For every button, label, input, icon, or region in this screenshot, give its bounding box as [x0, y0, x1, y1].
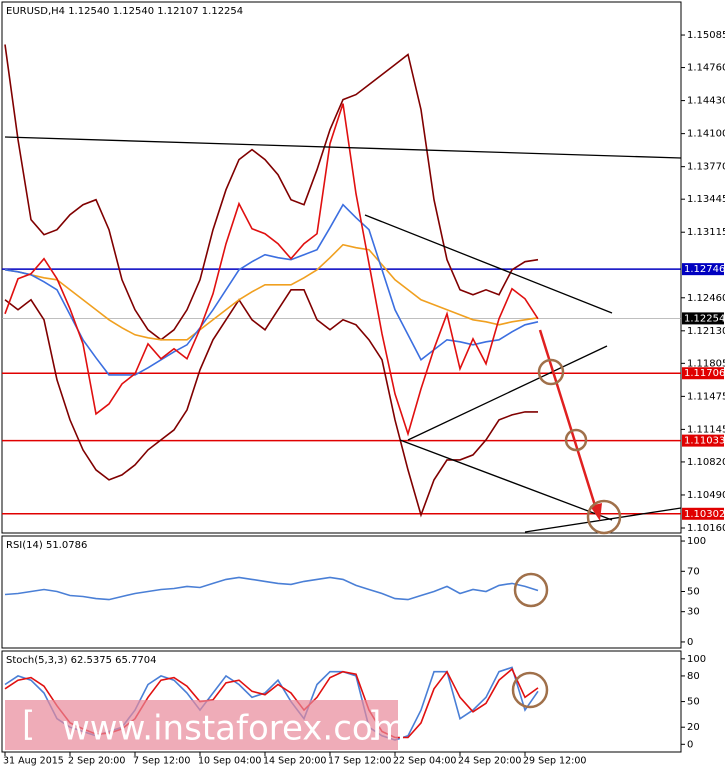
- y-tick-label: 1.14430: [687, 96, 725, 107]
- level-label-box: [682, 263, 724, 276]
- y-tick-label: 1.13115: [687, 227, 725, 238]
- y-tick-label: 50: [687, 697, 700, 708]
- trend-line: [364, 214, 613, 314]
- y-tick-label: 1.11145: [687, 424, 725, 435]
- series-layer: EURUSD,H4 1.12540 1.12540 1.12107 1.1225…: [3, 6, 725, 767]
- y-tick-label: 30: [687, 607, 700, 618]
- panel-title: Stoch(5,3,3) 62.5375 65.7704: [6, 655, 157, 666]
- highlight-circle: [513, 572, 549, 608]
- y-tick-label: 1.13445: [687, 194, 725, 205]
- level-label: 1.12746: [684, 264, 725, 275]
- current-price-box: [682, 312, 724, 325]
- y-tick-label: 100: [687, 536, 706, 547]
- series-line: [4, 243, 539, 341]
- y-tick-label: 80: [687, 671, 700, 682]
- x-tick-label: 31 Aug 2015: [3, 756, 64, 767]
- trend-line: [4, 136, 682, 159]
- series-line: [4, 103, 539, 437]
- y-tick-label: 1.14100: [687, 129, 725, 140]
- x-tick-label: 17 Sep 12:00: [328, 756, 391, 767]
- rsi-panel: [1, 535, 682, 649]
- drawings: [2, 268, 681, 515]
- series-line: [4, 576, 539, 601]
- x-tick-label: 7 Sep 12:00: [133, 756, 190, 767]
- highlight-circle: [586, 499, 622, 535]
- level-label-box: [682, 507, 724, 520]
- highlight-circle: [537, 358, 565, 386]
- trend-line: [524, 507, 682, 533]
- drawings: [4, 136, 682, 709]
- series-line: [4, 289, 538, 518]
- y-tick-label: 1.12130: [687, 326, 725, 337]
- y-tick-label: 1.11475: [687, 391, 725, 402]
- y-tick-label: 20: [687, 722, 700, 733]
- level-label-box: [682, 434, 724, 447]
- series-line: [4, 44, 539, 341]
- y-tick-label: 1.14760: [687, 63, 725, 74]
- x-tick-label: 14 Sep 20:00: [263, 756, 326, 767]
- level-label-box: [682, 367, 724, 380]
- level-label: 1.11706: [684, 368, 725, 379]
- y-tick-label: 1.11805: [687, 358, 725, 369]
- arrow-head: [590, 503, 602, 521]
- y-tick-label: 1.13770: [687, 162, 725, 173]
- x-tick-label: 24 Sep 20:00: [458, 756, 521, 767]
- y-tick-label: 1.10160: [687, 523, 725, 534]
- current-price-label: 1.12254: [684, 313, 725, 324]
- series-line: [4, 203, 539, 376]
- x-tick-label: 2 Sep 20:00: [68, 756, 125, 767]
- y-tick-label: 0: [687, 739, 693, 750]
- y-tick-label: 1.15085: [687, 30, 725, 41]
- y-tick-label: 100: [687, 654, 706, 665]
- watermark-box: [5, 700, 398, 750]
- level-label: 1.10302: [684, 509, 725, 520]
- x-tick-label: 10 Sep 04:00: [198, 756, 261, 767]
- trend-line: [407, 345, 608, 441]
- watermark-text: www.instaforex.com: [62, 709, 406, 749]
- highlight-circle: [511, 671, 549, 709]
- trend-line: [399, 439, 613, 521]
- x-tick-label: 22 Sep 04:00: [393, 756, 456, 767]
- watermark-bracket: [: [22, 705, 35, 745]
- y-tick-label: 70: [687, 566, 700, 577]
- y-tick-label: 1.10820: [687, 457, 725, 468]
- y-tick-label: 1.12460: [687, 293, 725, 304]
- watermark: [ www.instaforex.com ]: [5, 700, 406, 750]
- level-label: 1.11033: [684, 436, 725, 447]
- watermark-bracket: ]: [368, 705, 381, 745]
- highlight-circle: [564, 428, 588, 452]
- panel-title: RSI(14) 51.0786: [6, 540, 87, 551]
- x-tick-label: 29 Sep 12:00: [523, 756, 586, 767]
- panel-title: EURUSD,H4 1.12540 1.12540 1.12107 1.1225…: [6, 6, 243, 17]
- y-tick-label: 1.10490: [687, 490, 725, 501]
- y-tick-label: 0: [687, 637, 693, 648]
- y-tick-label: 50: [687, 586, 700, 597]
